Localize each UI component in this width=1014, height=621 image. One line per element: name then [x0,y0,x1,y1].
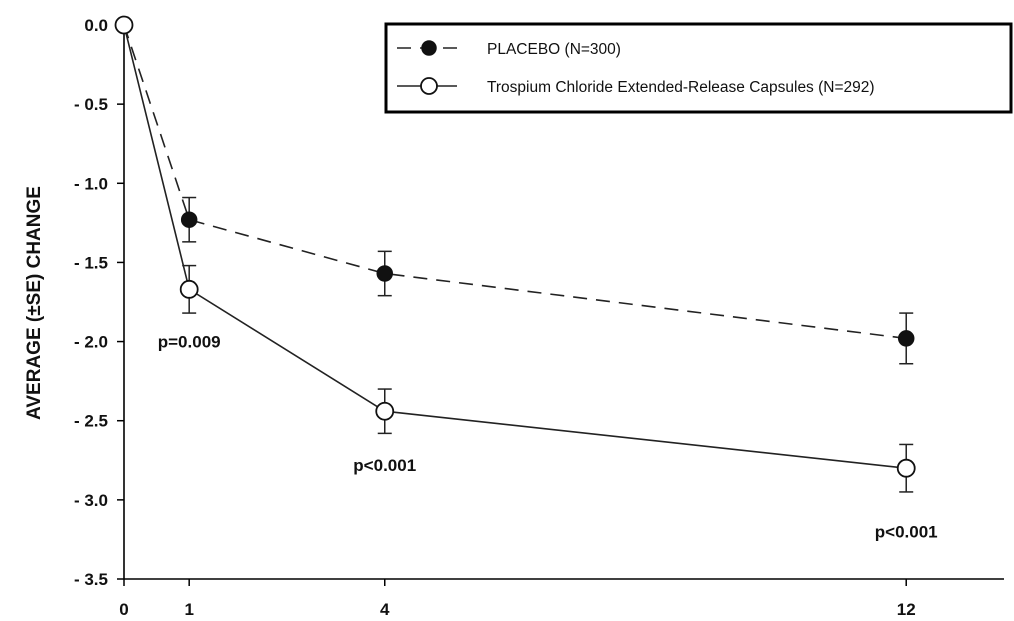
p-value-annotation: p=0.009 [158,333,221,352]
data-point-trospium [896,458,916,478]
x-tick-label: 1 [184,600,193,619]
x-tick-label: 12 [897,600,916,619]
y-tick-label: - 0.5 [74,95,108,114]
data-point-placebo [180,211,198,228]
x-tick-label: 0 [119,600,128,619]
axes: 0.0 - 0.5 - 1.0 - 1.5 - 2.0 - 2.5 - 3.0 - 3.5 0 1… [74,16,1004,619]
y-tick-label: - 3.5 [74,570,108,589]
legend-marker-trospium [420,77,438,95]
legend-frame [384,22,1013,114]
series-layer [114,15,916,493]
x-tick-label: 4 [380,600,390,619]
legend-label-trospium: Trospium Chloride Extended-Release Capsu… [487,79,875,96]
p-value-annotation: p<0.001 [875,523,938,542]
data-point-trospium [114,15,134,35]
y-tick-label: - 1.0 [74,174,108,193]
annotation-layer: p=0.009 p<0.001 p<0.001 [158,333,938,542]
y-axis-label: AVERAGE (±SE) CHANGE [24,186,45,420]
y-tick-label: - 1.5 [74,253,108,272]
y-tick-label: - 2.0 [74,333,108,352]
series-line-placebo [123,24,907,340]
data-point-placebo [897,330,915,347]
data-point-trospium [375,401,395,421]
legend-marker-placebo [421,40,437,56]
y-tick-label: - 2.5 [74,412,108,431]
series-line-trospium [123,24,907,469]
p-value-annotation: p<0.001 [353,456,416,475]
legend-label-placebo: PLACEBO (N=300) [487,41,621,58]
data-point-trospium [179,279,199,299]
legend: PLACEBO (N=300) Trospium Chloride Extend… [384,22,1013,114]
data-point-placebo [376,265,393,282]
y-tick-label: - 3.0 [74,491,108,510]
y-tick-label: 0.0 [84,16,108,35]
